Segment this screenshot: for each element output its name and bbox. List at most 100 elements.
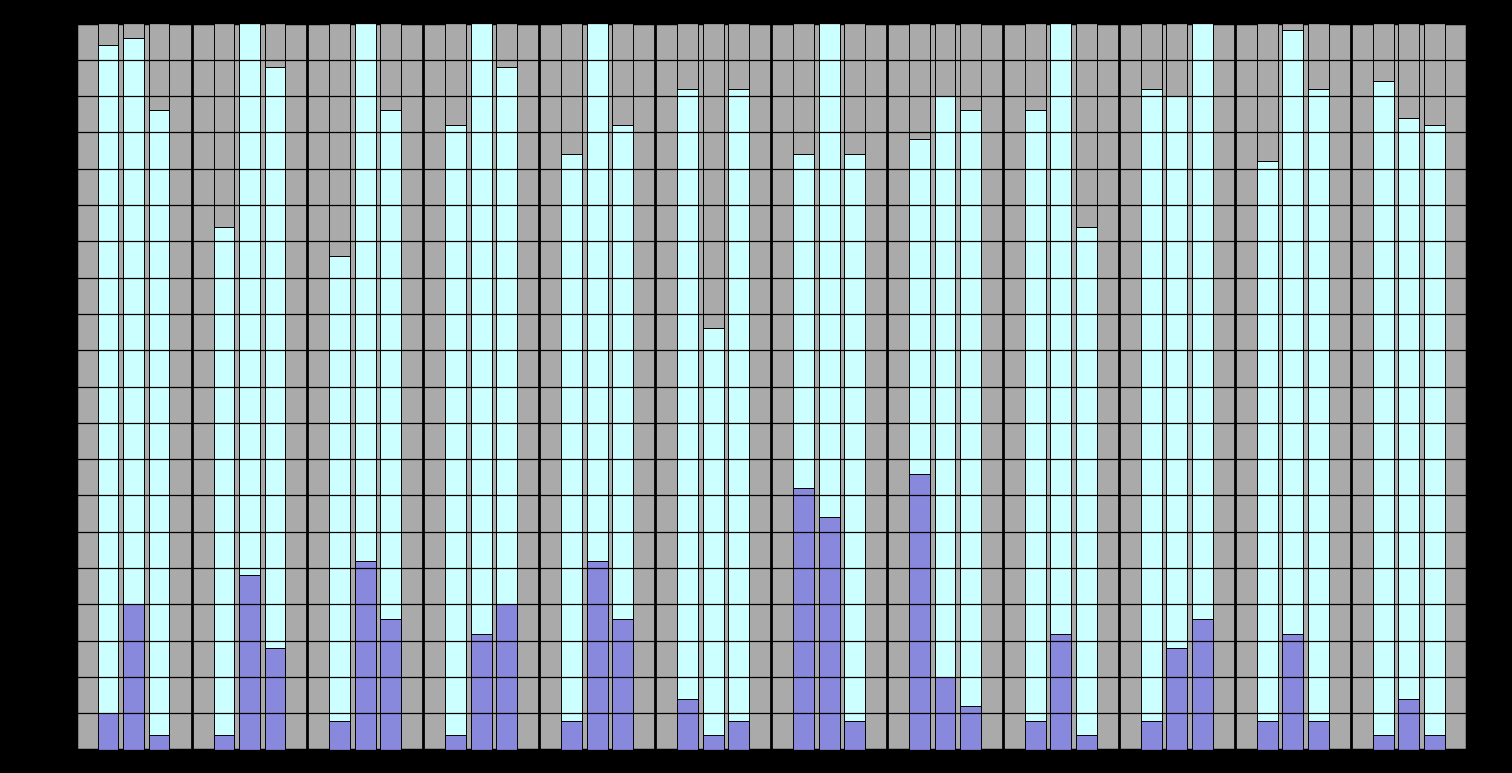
Bar — [960, 111, 981, 707]
Bar — [1166, 96, 1187, 648]
Bar — [818, 517, 839, 750]
Bar — [148, 111, 169, 735]
Bar — [561, 154, 582, 720]
Bar — [844, 720, 865, 750]
Bar — [1308, 720, 1329, 750]
Bar — [446, 23, 466, 125]
Bar — [1025, 720, 1046, 750]
Bar — [960, 23, 981, 111]
Bar — [265, 648, 286, 750]
Bar — [355, 561, 376, 750]
Bar — [844, 154, 865, 720]
Bar — [381, 111, 401, 619]
Bar — [496, 604, 517, 750]
Bar — [1142, 89, 1161, 720]
Bar — [122, 604, 144, 750]
Bar — [446, 735, 466, 750]
Bar — [496, 66, 517, 604]
Bar — [98, 713, 118, 750]
Bar — [587, 561, 608, 750]
Bar — [729, 720, 748, 750]
Bar — [1424, 735, 1444, 750]
Bar — [1399, 117, 1420, 699]
Bar — [213, 226, 234, 735]
Bar — [213, 23, 234, 226]
Bar — [470, 0, 491, 634]
Bar — [1256, 720, 1278, 750]
Bar — [612, 125, 634, 619]
Bar — [1282, 30, 1303, 634]
Bar — [1191, 619, 1213, 750]
Bar — [1077, 735, 1096, 750]
Bar — [330, 256, 351, 720]
Bar — [818, 0, 839, 517]
Bar — [98, 23, 118, 45]
Bar — [1308, 89, 1329, 720]
Bar — [1399, 699, 1420, 750]
Bar — [496, 23, 517, 66]
Bar — [265, 23, 286, 66]
Bar — [703, 735, 724, 750]
Bar — [213, 735, 234, 750]
Bar — [239, 0, 260, 575]
Bar — [1077, 226, 1096, 735]
Bar — [1142, 720, 1161, 750]
Bar — [1308, 23, 1329, 89]
Bar — [148, 23, 169, 111]
Bar — [934, 677, 956, 750]
Bar — [909, 474, 930, 750]
Bar — [98, 45, 118, 713]
Bar — [794, 154, 813, 489]
Bar — [794, 23, 813, 154]
Bar — [934, 23, 956, 96]
Bar — [330, 23, 351, 256]
Bar — [239, 575, 260, 750]
Bar — [587, 0, 608, 561]
Bar — [1424, 125, 1444, 735]
Bar — [1142, 23, 1161, 89]
Bar — [612, 23, 634, 125]
Bar — [703, 23, 724, 329]
Bar — [470, 634, 491, 750]
Bar — [677, 699, 699, 750]
Bar — [934, 96, 956, 677]
Bar — [1166, 648, 1187, 750]
Bar — [1399, 23, 1420, 117]
Bar — [265, 66, 286, 648]
Bar — [794, 489, 813, 750]
Bar — [1191, 16, 1213, 619]
Bar — [446, 125, 466, 735]
Bar — [561, 23, 582, 154]
Bar — [677, 89, 699, 699]
Bar — [844, 23, 865, 154]
Bar — [1025, 111, 1046, 720]
Bar — [729, 23, 748, 89]
Bar — [703, 329, 724, 735]
Bar — [381, 619, 401, 750]
Bar — [1166, 23, 1187, 96]
Bar — [122, 38, 144, 604]
Bar — [355, 0, 376, 561]
Bar — [960, 707, 981, 750]
Bar — [1051, 634, 1072, 750]
Bar — [909, 23, 930, 139]
Bar — [1282, 634, 1303, 750]
Bar — [1424, 23, 1444, 125]
Bar — [1373, 735, 1394, 750]
Bar — [1373, 23, 1394, 81]
Bar — [1373, 81, 1394, 735]
Bar — [1256, 162, 1278, 720]
Bar — [381, 23, 401, 111]
Bar — [909, 139, 930, 474]
Bar — [1077, 23, 1096, 226]
Bar — [148, 735, 169, 750]
Bar — [729, 89, 748, 720]
Bar — [330, 720, 351, 750]
Bar — [1282, 23, 1303, 30]
Bar — [561, 720, 582, 750]
Bar — [122, 23, 144, 38]
Bar — [1051, 9, 1072, 634]
Bar — [612, 619, 634, 750]
Bar — [677, 23, 699, 89]
Bar — [1256, 23, 1278, 162]
